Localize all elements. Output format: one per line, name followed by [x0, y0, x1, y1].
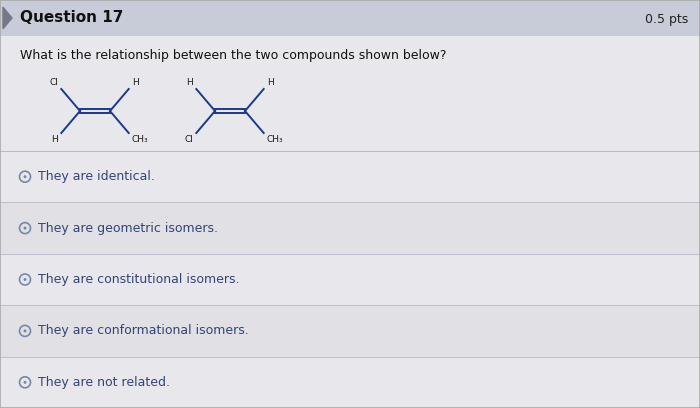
Text: CH₃: CH₃	[267, 135, 284, 144]
Text: H: H	[267, 78, 274, 87]
Circle shape	[24, 226, 27, 230]
Circle shape	[24, 381, 27, 384]
Text: They are not related.: They are not related.	[38, 376, 170, 389]
Text: CH₃: CH₃	[132, 135, 148, 144]
Polygon shape	[3, 7, 12, 29]
Circle shape	[24, 278, 27, 281]
Bar	[0, 0, 700, 36]
Text: They are conformational isomers.: They are conformational isomers.	[38, 324, 248, 337]
Text: Cl: Cl	[50, 78, 58, 87]
Bar	[0, 202, 700, 254]
Text: They are identical.: They are identical.	[38, 170, 155, 183]
Text: They are constitutional isomers.: They are constitutional isomers.	[38, 273, 239, 286]
Text: Cl: Cl	[184, 135, 193, 144]
Text: Question 17: Question 17	[20, 11, 123, 25]
Circle shape	[24, 175, 27, 178]
Text: What is the relationship between the two compounds shown below?: What is the relationship between the two…	[20, 49, 447, 62]
Bar	[0, 305, 700, 357]
Text: They are geometric isomers.: They are geometric isomers.	[38, 222, 218, 235]
Text: H: H	[186, 78, 193, 87]
Bar	[0, 357, 700, 408]
Text: 0.5 pts: 0.5 pts	[645, 13, 688, 27]
Circle shape	[24, 329, 27, 333]
Text: H: H	[132, 78, 139, 87]
Bar	[0, 151, 700, 202]
Bar	[0, 254, 700, 305]
Text: H: H	[52, 135, 58, 144]
